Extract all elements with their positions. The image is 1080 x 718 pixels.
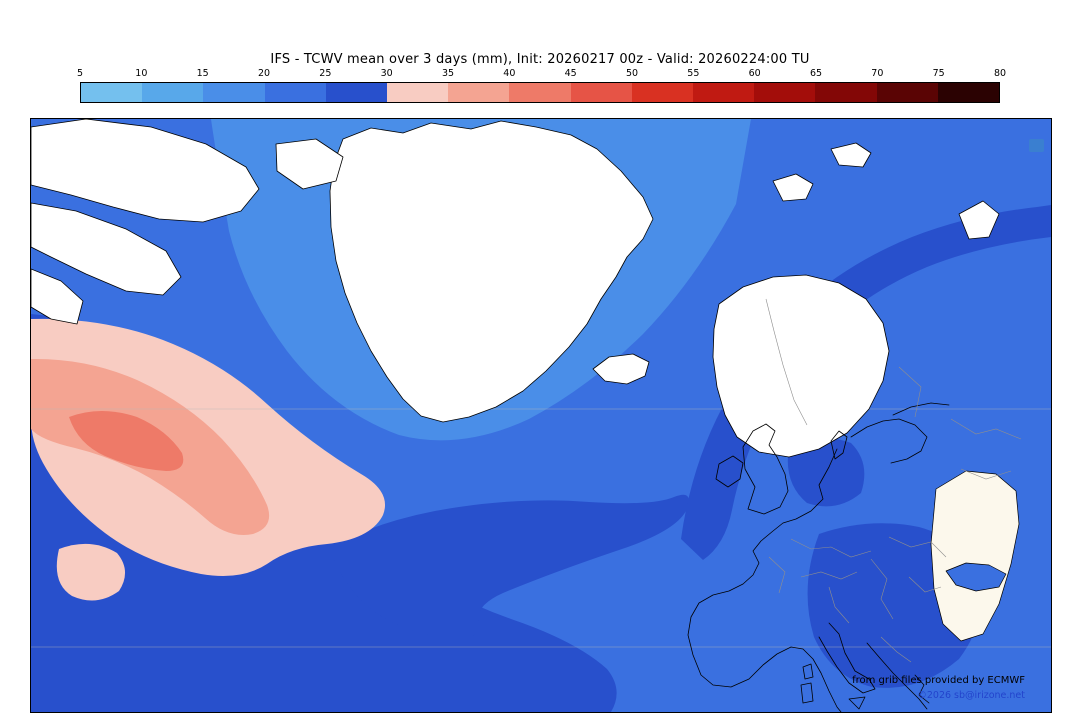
colorbar-segment	[387, 83, 449, 102]
canada-landmass-south	[31, 268, 84, 325]
colorbar-segment	[448, 83, 510, 102]
baltic-coastline	[850, 418, 928, 464]
colorbar: 5 10 15 20 25 30 35 40 45 50 55 60 65 70 75 80	[76, 68, 1006, 103]
denmark-coastline	[830, 430, 848, 460]
country-borders	[765, 298, 1022, 663]
colorbar-segment	[631, 83, 694, 102]
colorbar-tick-label: 50	[625, 68, 639, 79]
colorbar-tick-label: 80	[993, 68, 1007, 79]
tcwv-pink-region-40-45	[69, 411, 184, 471]
colorbar-segment	[509, 83, 571, 102]
colorbar-segment	[325, 83, 388, 102]
colorbar-tick-label: 75	[932, 68, 945, 79]
colorbar-tick-label: 70	[871, 68, 884, 79]
colorbar-tick-label: 25	[319, 68, 332, 79]
colorbar-segment	[264, 83, 326, 102]
adriatic-coastline	[866, 642, 928, 710]
colorbar-tick-label: 10	[135, 68, 148, 79]
colorbar-tick-label: 65	[809, 68, 823, 79]
corsica-coastline	[802, 663, 814, 680]
sardinia-coastline	[800, 682, 814, 704]
greenland-landmass	[329, 120, 654, 423]
colorbar-ticks: 5 10 15 20 25 30 35 40 45 50 55 60 65 70 75 80	[76, 68, 1006, 82]
europe-coastline	[687, 448, 842, 712]
greece-coastline	[914, 674, 930, 704]
novaya-zemlya-island	[958, 200, 1000, 240]
canada-landmass-north	[31, 119, 260, 223]
tcwv-dark-region-hook	[329, 494, 689, 639]
colorbar-tick-label: 45	[564, 68, 577, 79]
arctic-island-ne	[830, 142, 872, 168]
credit-ecmwf: from grib files provided by ECMWF	[852, 674, 1025, 686]
chart-title: IFS - TCWV mean over 3 days (mm), Init: …	[270, 52, 810, 67]
canada-island	[275, 138, 344, 190]
sicily-coastline	[848, 696, 866, 710]
canada-landmass-mid	[31, 202, 182, 296]
map-credits: from grib files provided by ECMWF ©2026 …	[852, 675, 1025, 702]
colorbar-tick-label: 20	[257, 68, 271, 79]
svalbard-island	[772, 173, 814, 202]
colorbar-segment	[570, 83, 632, 102]
colorbar-tick-label: 15	[196, 68, 209, 79]
iceland-landmass	[592, 353, 650, 385]
colorbar-segment	[81, 83, 143, 102]
ireland-coastline	[715, 455, 744, 488]
colorbar-tick-label: 60	[748, 68, 761, 79]
credit-irizone: ©2026 sb@irizone.net	[917, 690, 1025, 702]
colorbar-tick-label: 40	[503, 68, 516, 79]
italy-coastline	[818, 622, 876, 694]
black-sea-coastline	[945, 562, 1007, 592]
colorbar-segment	[754, 83, 816, 102]
colorbar-tick-label: 55	[687, 68, 700, 79]
tcwv-pink-region-30-35-south	[56, 543, 126, 601]
gulf-of-finland-coastline	[892, 402, 950, 416]
map-canvas: from grib files provided by ECMWF ©2026 …	[30, 118, 1052, 713]
colorbar-segment	[937, 83, 1000, 102]
colorbar-segment	[203, 83, 265, 102]
colorbar-segment	[876, 83, 938, 102]
colorbar-segment	[693, 83, 755, 102]
colorbar-tick-label: 35	[441, 68, 455, 79]
colorbar-segments	[80, 82, 1000, 103]
graticule	[31, 408, 1051, 648]
colorbar-tick-label: 5	[76, 68, 84, 79]
uk-coastline	[742, 423, 789, 515]
colorbar-segment	[142, 83, 204, 102]
scandinavia-landmass	[712, 274, 890, 458]
colorbar-segment	[815, 83, 877, 102]
colorbar-tick-label: 30	[380, 68, 393, 79]
tcwv-map-svg	[31, 119, 1051, 712]
map-marker-square	[1029, 139, 1044, 152]
